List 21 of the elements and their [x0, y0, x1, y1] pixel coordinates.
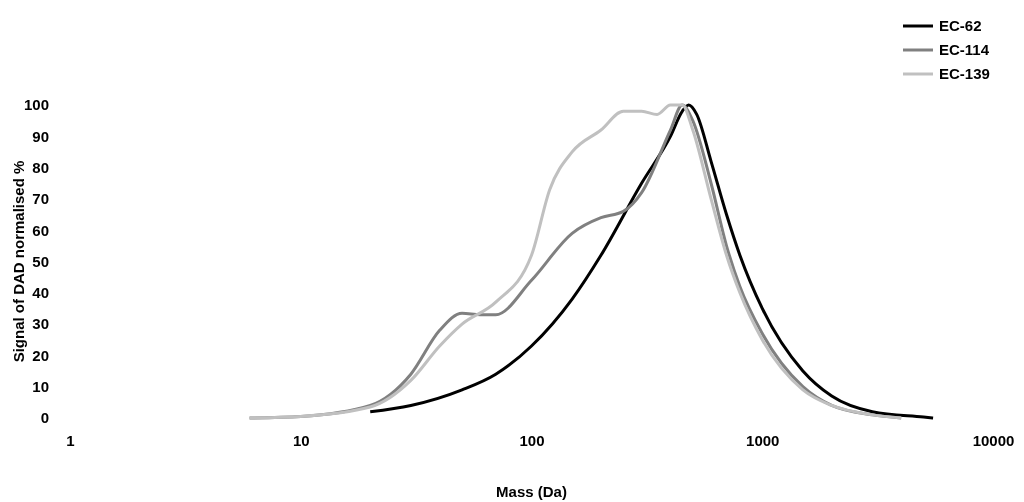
x-tick-label: 100 — [519, 431, 545, 449]
y-axis-title: Signal of DAD normalised % — [10, 160, 27, 363]
x-tick-label: 1000 — [746, 431, 780, 449]
y-tick-label: 90 — [32, 127, 49, 145]
y-tick-label: 100 — [23, 96, 49, 114]
x-axis-title: Mass (Da) — [496, 483, 567, 500]
y-tick-label: 40 — [32, 284, 49, 302]
y-tick-label: 0 — [40, 409, 49, 427]
y-tick-label: 50 — [32, 252, 49, 270]
y-tick-label: 80 — [32, 158, 49, 176]
y-tick-label: 20 — [32, 346, 49, 364]
x-tick-label: 10 — [292, 431, 310, 449]
x-tick-label: 1 — [66, 431, 75, 449]
legend-label: EC-114 — [939, 41, 990, 58]
y-tick-label: 10 — [32, 378, 49, 395]
y-tick-label: 70 — [32, 190, 49, 208]
x-tick-label: 10000 — [972, 431, 1015, 449]
legend-label: EC-139 — [939, 65, 990, 82]
legend-label: EC-62 — [939, 17, 982, 34]
y-tick-label: 60 — [32, 221, 49, 239]
y-tick-label: 30 — [32, 315, 49, 333]
